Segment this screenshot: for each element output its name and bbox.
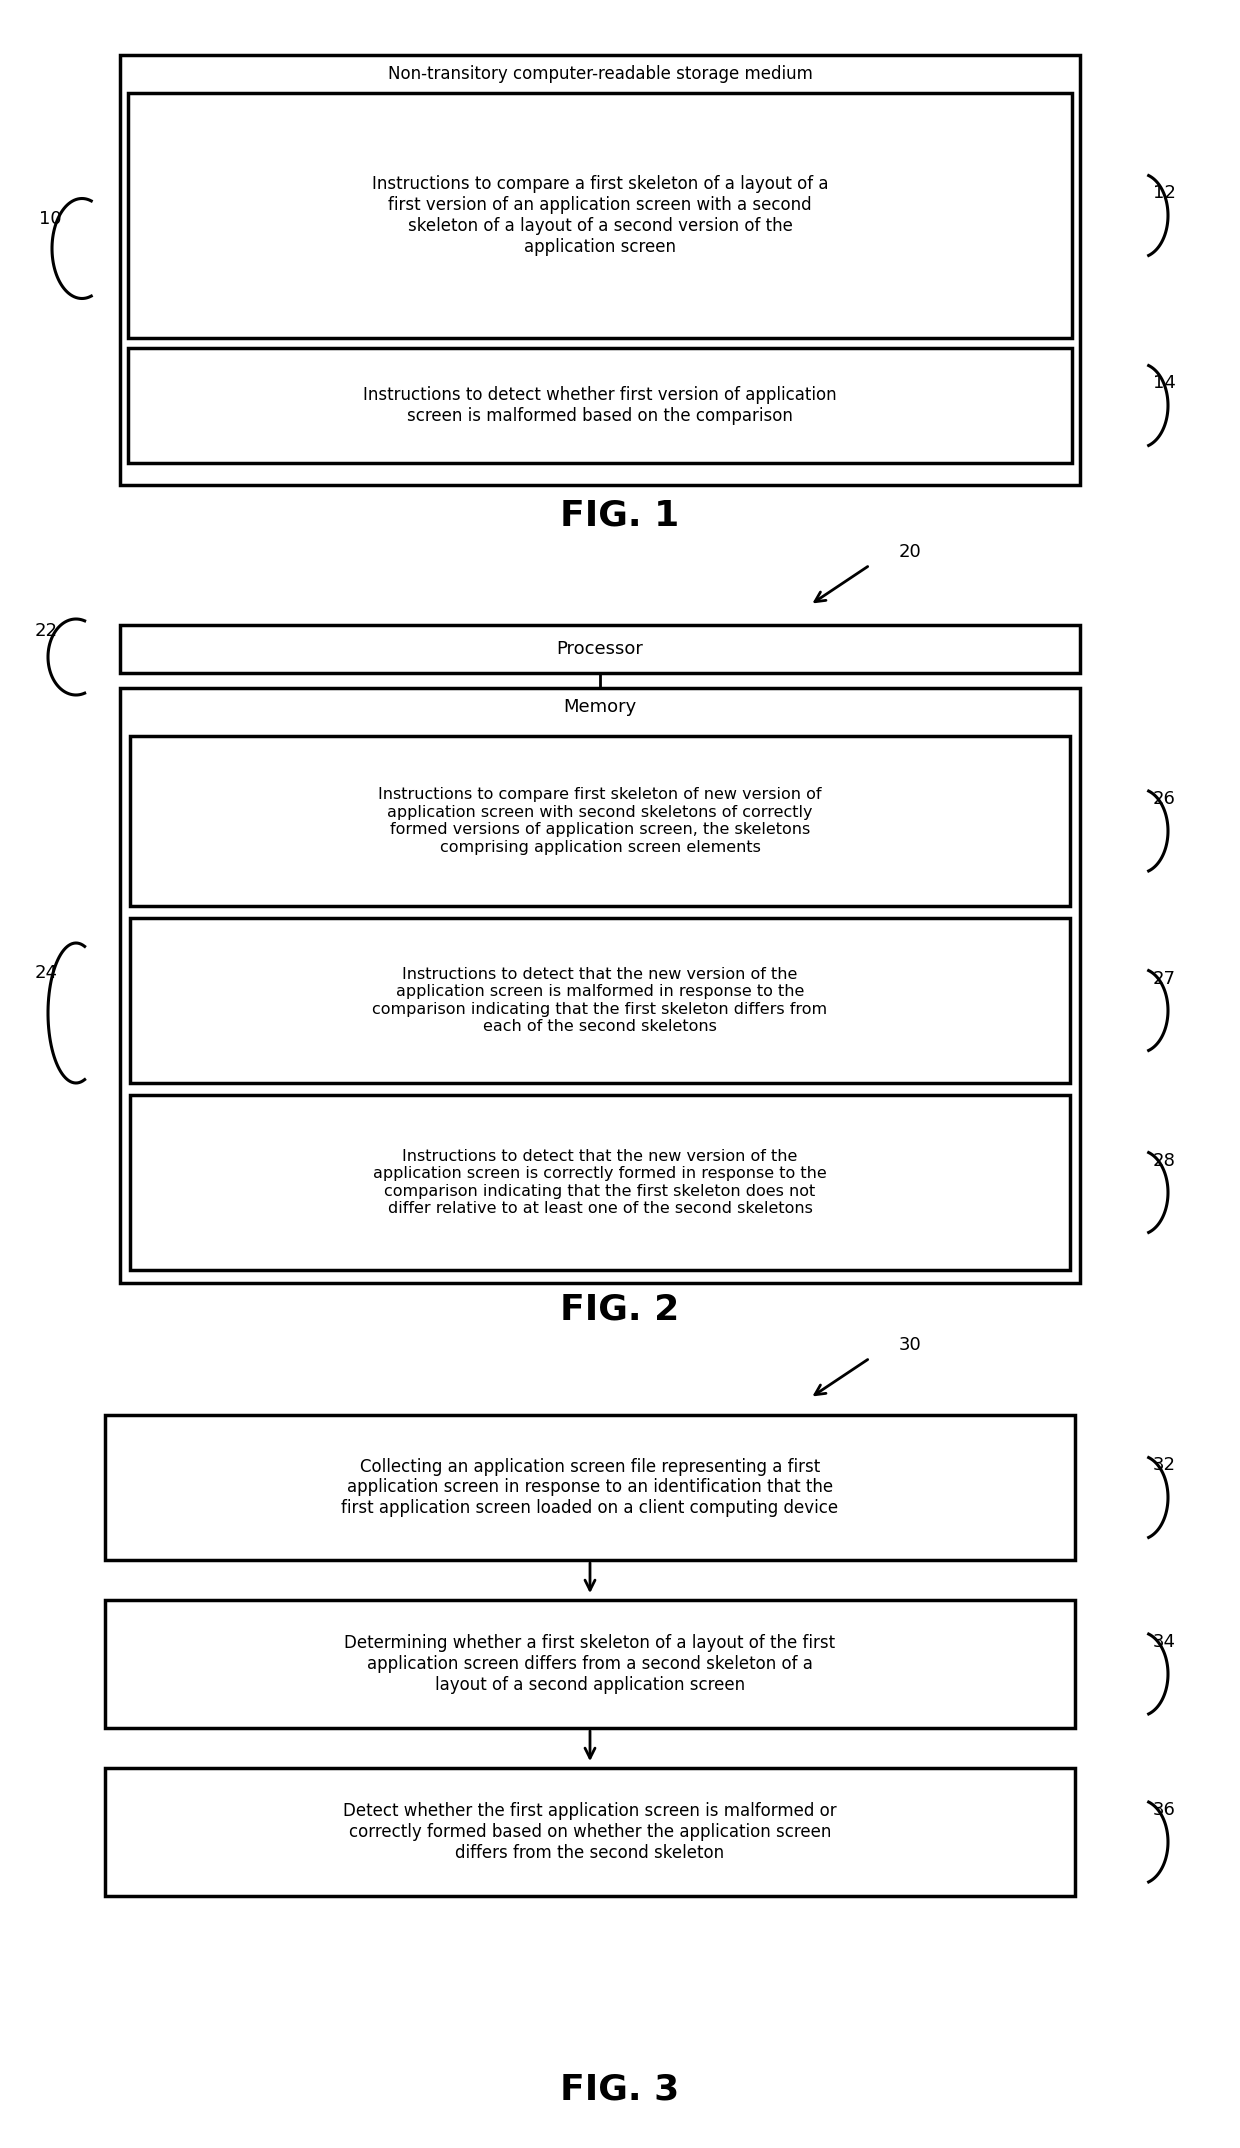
Bar [130, 1095, 1070, 1269]
Bar [120, 625, 1080, 672]
Text: 14: 14 [1152, 374, 1176, 393]
Text: 34: 34 [1152, 1632, 1176, 1652]
Text: Instructions to detect that the new version of the
application screen is malform: Instructions to detect that the new vers… [372, 967, 827, 1033]
Bar [130, 917, 1070, 1083]
Text: Collecting an application screen file representing a first
application screen in: Collecting an application screen file re… [341, 1458, 838, 1516]
Bar [105, 1768, 1075, 1897]
Bar [120, 56, 1080, 485]
Bar [128, 348, 1073, 464]
Text: 10: 10 [38, 211, 61, 228]
Text: Non-transitory computer-readable storage medium: Non-transitory computer-readable storage… [388, 64, 812, 84]
Text: Instructions to detect that the new version of the
application screen is correct: Instructions to detect that the new vers… [373, 1149, 827, 1216]
Text: 20: 20 [899, 543, 921, 561]
Bar [130, 737, 1070, 906]
Text: Determining whether a first skeleton of a layout of the first
application screen: Determining whether a first skeleton of … [345, 1635, 836, 1695]
Text: 22: 22 [35, 623, 57, 640]
Text: Instructions to detect whether first version of application
screen is malformed : Instructions to detect whether first ver… [363, 387, 837, 425]
Text: FIG. 2: FIG. 2 [560, 1293, 680, 1327]
Text: 30: 30 [899, 1336, 921, 1353]
Text: 28: 28 [1152, 1151, 1176, 1169]
Text: FIG. 3: FIG. 3 [560, 2073, 680, 2107]
Bar [128, 92, 1073, 337]
Text: 27: 27 [1152, 969, 1176, 988]
Text: FIG. 1: FIG. 1 [560, 498, 680, 533]
Text: Instructions to compare first skeleton of new version of
application screen with: Instructions to compare first skeleton o… [378, 788, 822, 855]
Bar [105, 1416, 1075, 1559]
Text: 24: 24 [35, 964, 57, 982]
Text: Processor: Processor [557, 640, 644, 657]
Text: 32: 32 [1152, 1456, 1176, 1474]
Text: 26: 26 [1152, 790, 1176, 808]
Bar [105, 1600, 1075, 1727]
Text: Detect whether the first application screen is malformed or
correctly formed bas: Detect whether the first application scr… [343, 1802, 837, 1862]
Text: Instructions to compare a first skeleton of a layout of a
first version of an ap: Instructions to compare a first skeleton… [372, 176, 828, 256]
Text: 12: 12 [1152, 185, 1176, 202]
Text: 36: 36 [1152, 1800, 1176, 1819]
Text: Memory: Memory [563, 698, 636, 715]
Bar [120, 687, 1080, 1282]
